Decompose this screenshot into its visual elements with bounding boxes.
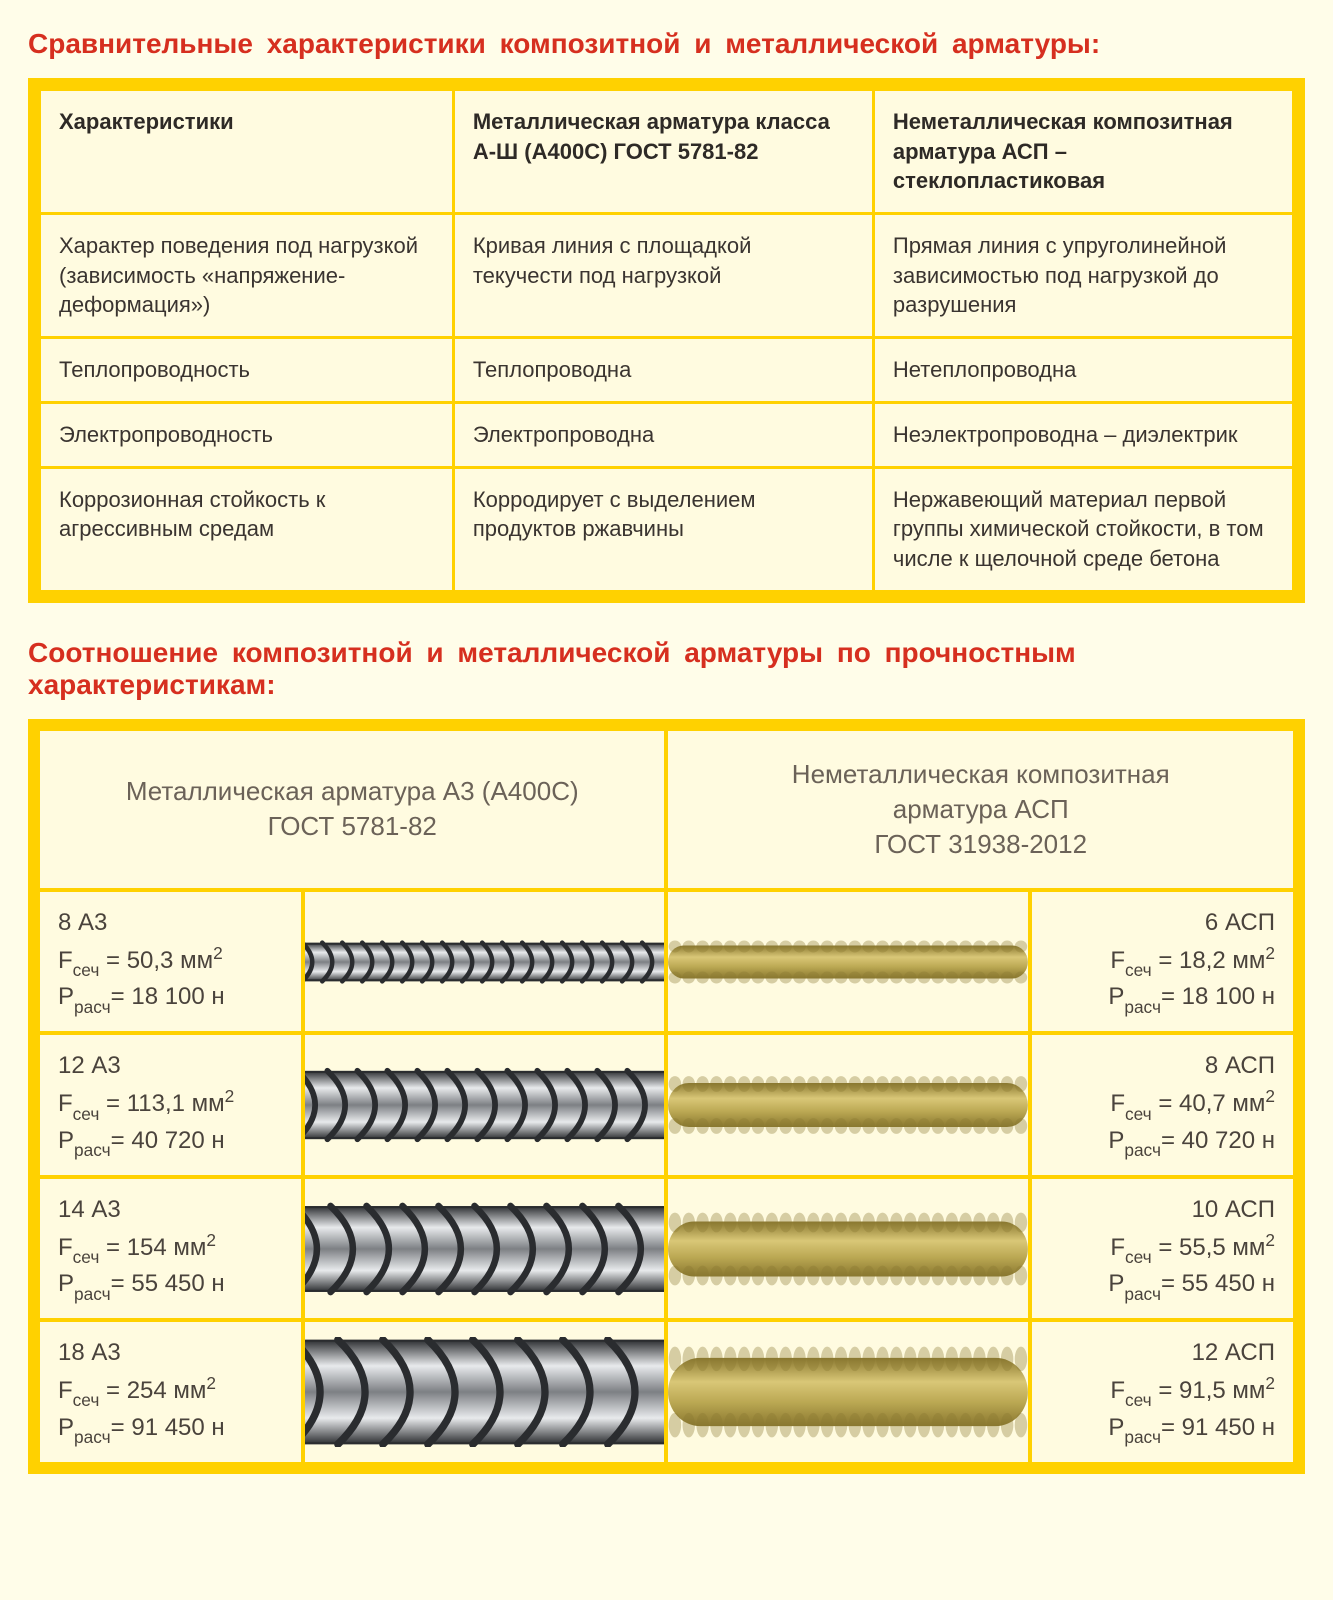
ct-header: Металлическая арматура класса А-Ш (А400С… [455,91,872,212]
strength-table-frame: Металлическая арматура А3 (А400С)ГОСТ 57… [28,719,1305,1474]
ct-cell: Корродирует с выделением продуктов ржавч… [455,469,872,590]
section1-title: Сравнительные характеристики композитной… [28,28,1305,60]
ct-cell: Кривая линия с площадкой текучести под н… [455,215,872,336]
strength-table: Металлическая арматура А3 (А400С)ГОСТ 57… [36,727,1297,1466]
comparison-table-frame: Характеристики Металлическая арматура кл… [28,78,1305,603]
ct-header: Характеристики [41,91,452,212]
metal-spec: 14 А3 Fсеч = 154 мм2 Pрасч= 55 450 н [40,1179,301,1318]
ct-cell: Характер поведения под нагрузкой (зависи… [41,215,452,336]
metal-spec: 18 А3 Fсеч = 254 мм2 Pрасч= 91 450 н [40,1322,301,1461]
ct-cell: Неэлектропроводна – диэлектрик [875,404,1292,466]
st-metal-header: Металлическая арматура А3 (А400С)ГОСТ 57… [40,731,664,888]
ct-cell: Прямая линия с упруголинейной зависимост… [875,215,1292,336]
fiber-rebar-icon [668,1322,1028,1461]
ct-header: Неметаллическая композитная арматура АСП… [875,91,1292,212]
metal-spec: 8 А3 Fсеч = 50,3 мм2 Pрасч= 18 100 н [40,892,301,1031]
fiber-spec: 8 АСП Fсеч = 40,7 мм2 Pрасч= 40 720 н [1032,1035,1293,1174]
metal-rebar-icon [305,892,665,1031]
ct-cell: Нержавеющий материал первой группы химич… [875,469,1292,590]
ct-cell: Коррозионная стойкость к агрессивным сре… [41,469,452,590]
ct-cell: Нетеплопроводна [875,339,1292,401]
section2-title: Соотношение композитной и металлической … [28,637,1305,701]
fiber-rebar-icon [668,892,1028,1031]
ct-cell: Электропроводна [455,404,872,466]
fiber-spec: 12 АСП Fсеч = 91,5 мм2 Pрасч= 91 450 н [1032,1322,1293,1461]
metal-rebar-icon [305,1035,665,1174]
st-fiber-header: Неметаллическая композитнаяарматура АСПГ… [668,731,1293,888]
ct-cell: Теплопроводность [41,339,452,401]
ct-cell: Электропроводность [41,404,452,466]
fiber-spec: 10 АСП Fсеч = 55,5 мм2 Pрасч= 55 450 н [1032,1179,1293,1318]
comparison-table: Характеристики Металлическая арматура кл… [38,88,1295,593]
metal-rebar-icon [305,1179,665,1318]
metal-rebar-icon [305,1322,665,1461]
fiber-rebar-icon [668,1035,1028,1174]
ct-cell: Теплопроводна [455,339,872,401]
fiber-spec: 6 АСП Fсеч = 18,2 мм2 Pрасч= 18 100 н [1032,892,1293,1031]
metal-spec: 12 А3 Fсеч = 113,1 мм2 Pрасч= 40 720 н [40,1035,301,1174]
fiber-rebar-icon [668,1179,1028,1318]
